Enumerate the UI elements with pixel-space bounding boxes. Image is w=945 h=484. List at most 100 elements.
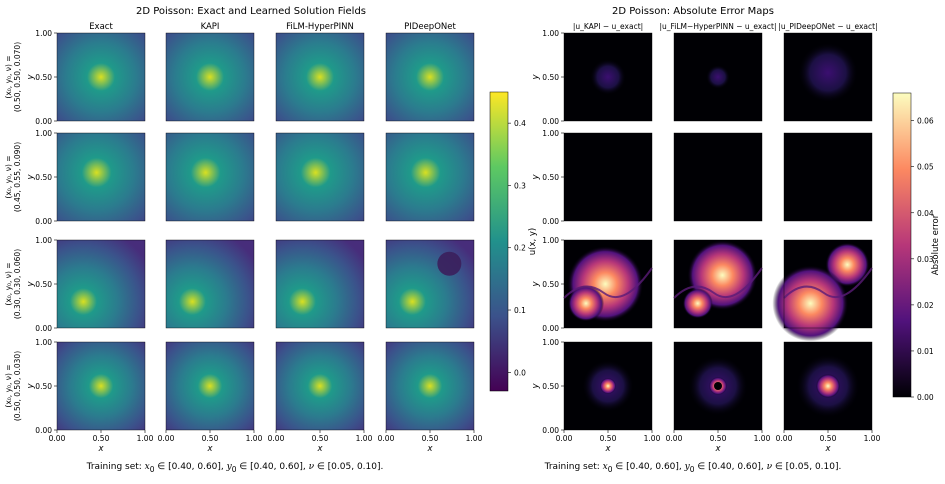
- colorbar-tick-label: 0.4: [514, 119, 526, 128]
- left-title: 2D Poisson: Exact and Learned Solution F…: [136, 6, 366, 17]
- y-tick-label: 1.00: [542, 29, 559, 38]
- x-tick-label: 0.00: [268, 434, 285, 443]
- error-blob: [798, 42, 858, 103]
- panel-frame: [385, 32, 475, 122]
- y-tick-label: 0.50: [542, 73, 559, 82]
- x-axis-label: x: [426, 444, 433, 454]
- left-footer: Training set: x0 ∈ [0.40, 0.60], y0 ∈ [0…: [86, 462, 384, 474]
- colorbar-tick-label: 0.1: [514, 306, 526, 315]
- x-tick-label: 0.00: [556, 434, 573, 443]
- y-tick-label: 1.00: [542, 338, 559, 347]
- y-tick-label: 0.00: [35, 217, 52, 226]
- x-tick-label: 0.00: [158, 434, 175, 443]
- y-axis-label: y: [531, 383, 541, 390]
- error-panel: [674, 133, 762, 221]
- error-panel: [564, 133, 652, 221]
- x-tick-label: 0.50: [93, 434, 110, 443]
- error-ridge: [783, 267, 873, 299]
- panel-frame: [783, 239, 873, 329]
- y-tick-label: 1.00: [35, 236, 52, 245]
- error-blob: [590, 59, 626, 95]
- heatmap-panel: [386, 342, 474, 430]
- panel-frame: [275, 132, 365, 222]
- y-tick-label: 0.50: [35, 173, 52, 182]
- heatmap-panel: [276, 240, 364, 328]
- heatmap-panel: [276, 33, 364, 121]
- x-tick-label: 0.00: [666, 434, 683, 443]
- x-tick-label: 1.00: [466, 434, 483, 443]
- heatmap-panel: [166, 240, 254, 328]
- x-tick-label: 1.00: [754, 434, 771, 443]
- right-column-header: |u_PIDeepONet − u_exact|: [778, 22, 877, 31]
- colorbar-tick-label: 0.04: [917, 209, 934, 218]
- heatmap-panel: [57, 342, 145, 430]
- y-axis-label: y: [26, 174, 36, 181]
- left-column-header: KAPI: [201, 22, 220, 32]
- x-tick-label: 1.00: [644, 434, 661, 443]
- panel-frame: [673, 32, 763, 122]
- error-blob: [772, 265, 849, 342]
- y-tick-label: 0.00: [542, 117, 559, 126]
- error-blob: [600, 378, 616, 394]
- y-axis-label: y: [531, 281, 541, 288]
- heatmap-panel: [57, 240, 145, 328]
- y-tick-label: 0.50: [35, 280, 52, 289]
- row-label: (x₀, y₀, ν) =: [4, 364, 13, 407]
- x-tick-label: 0.50: [600, 434, 617, 443]
- y-axis-label: y: [531, 174, 541, 181]
- y-tick-label: 0.50: [35, 382, 52, 391]
- y-tick-label: 0.50: [35, 73, 52, 82]
- x-tick-label: 0.00: [776, 434, 793, 443]
- x-axis-label: x: [714, 444, 721, 454]
- panel-frame: [165, 32, 255, 122]
- row-label: (x₀, y₀, ν) =: [4, 262, 13, 305]
- colorbar-tick-label: 0.3: [514, 181, 526, 190]
- x-tick-label: 0.50: [820, 434, 837, 443]
- error-blob: [706, 65, 730, 89]
- heatmap-panel: [386, 33, 474, 121]
- left-column-header: Exact: [89, 22, 113, 32]
- right-title: 2D Poisson: Absolute Error Maps: [612, 6, 774, 17]
- x-tick-label: 0.00: [49, 434, 66, 443]
- x-tick-label: 1.00: [137, 434, 154, 443]
- colorbar-label: u(x, y): [528, 228, 538, 255]
- panel-frame: [275, 32, 365, 122]
- row-label: (0.45, 0.55, 0.090): [13, 142, 22, 212]
- right-column-header: |u_FiLM−HyperPINN − u_exact|: [660, 22, 777, 31]
- panel-frame: [673, 132, 763, 222]
- colorbar-tick-label: 0.00: [917, 393, 934, 402]
- right-colorbar: [892, 92, 912, 398]
- y-tick-label: 1.00: [35, 29, 52, 38]
- x-axis-label: x: [604, 444, 611, 454]
- panel-frame: [673, 239, 763, 329]
- y-tick-label: 0.50: [542, 382, 559, 391]
- row-label: (0.50, 0.50, 0.070): [13, 42, 22, 112]
- x-axis-label: x: [316, 444, 323, 454]
- heatmap-panel: [386, 240, 474, 328]
- heatmap-panel: [57, 33, 145, 121]
- colorbar-tick-label: 0.03: [917, 255, 934, 264]
- y-tick-label: 0.00: [35, 324, 52, 333]
- colorbar-tick-label: 0.01: [917, 347, 934, 356]
- left-column-header: PIDeepONet: [404, 22, 456, 32]
- panel-frame: [783, 132, 873, 222]
- y-axis-label: y: [26, 74, 36, 81]
- left-colorbar: [489, 91, 509, 392]
- x-tick-label: 1.00: [356, 434, 373, 443]
- x-axis-label: x: [206, 444, 213, 454]
- y-tick-label: 1.00: [542, 129, 559, 138]
- row-label: (x₀, y₀, ν) =: [4, 155, 13, 198]
- heatmap-panel: [386, 133, 474, 221]
- left-column-header: FiLM-HyperPINN: [286, 22, 354, 32]
- y-tick-label: 1.00: [542, 236, 559, 245]
- y-tick-label: 0.50: [542, 280, 559, 289]
- panel-frame: [275, 239, 365, 329]
- heatmap-panel: [166, 33, 254, 121]
- artifact-blob: [437, 251, 462, 276]
- y-tick-label: 0.00: [542, 324, 559, 333]
- row-label: (0.50, 0.50, 0.030): [13, 351, 22, 421]
- y-tick-label: 0.00: [542, 217, 559, 226]
- row-label: (0.30, 0.30, 0.060): [13, 249, 22, 319]
- colorbar-tick-label: 0.0: [514, 368, 526, 377]
